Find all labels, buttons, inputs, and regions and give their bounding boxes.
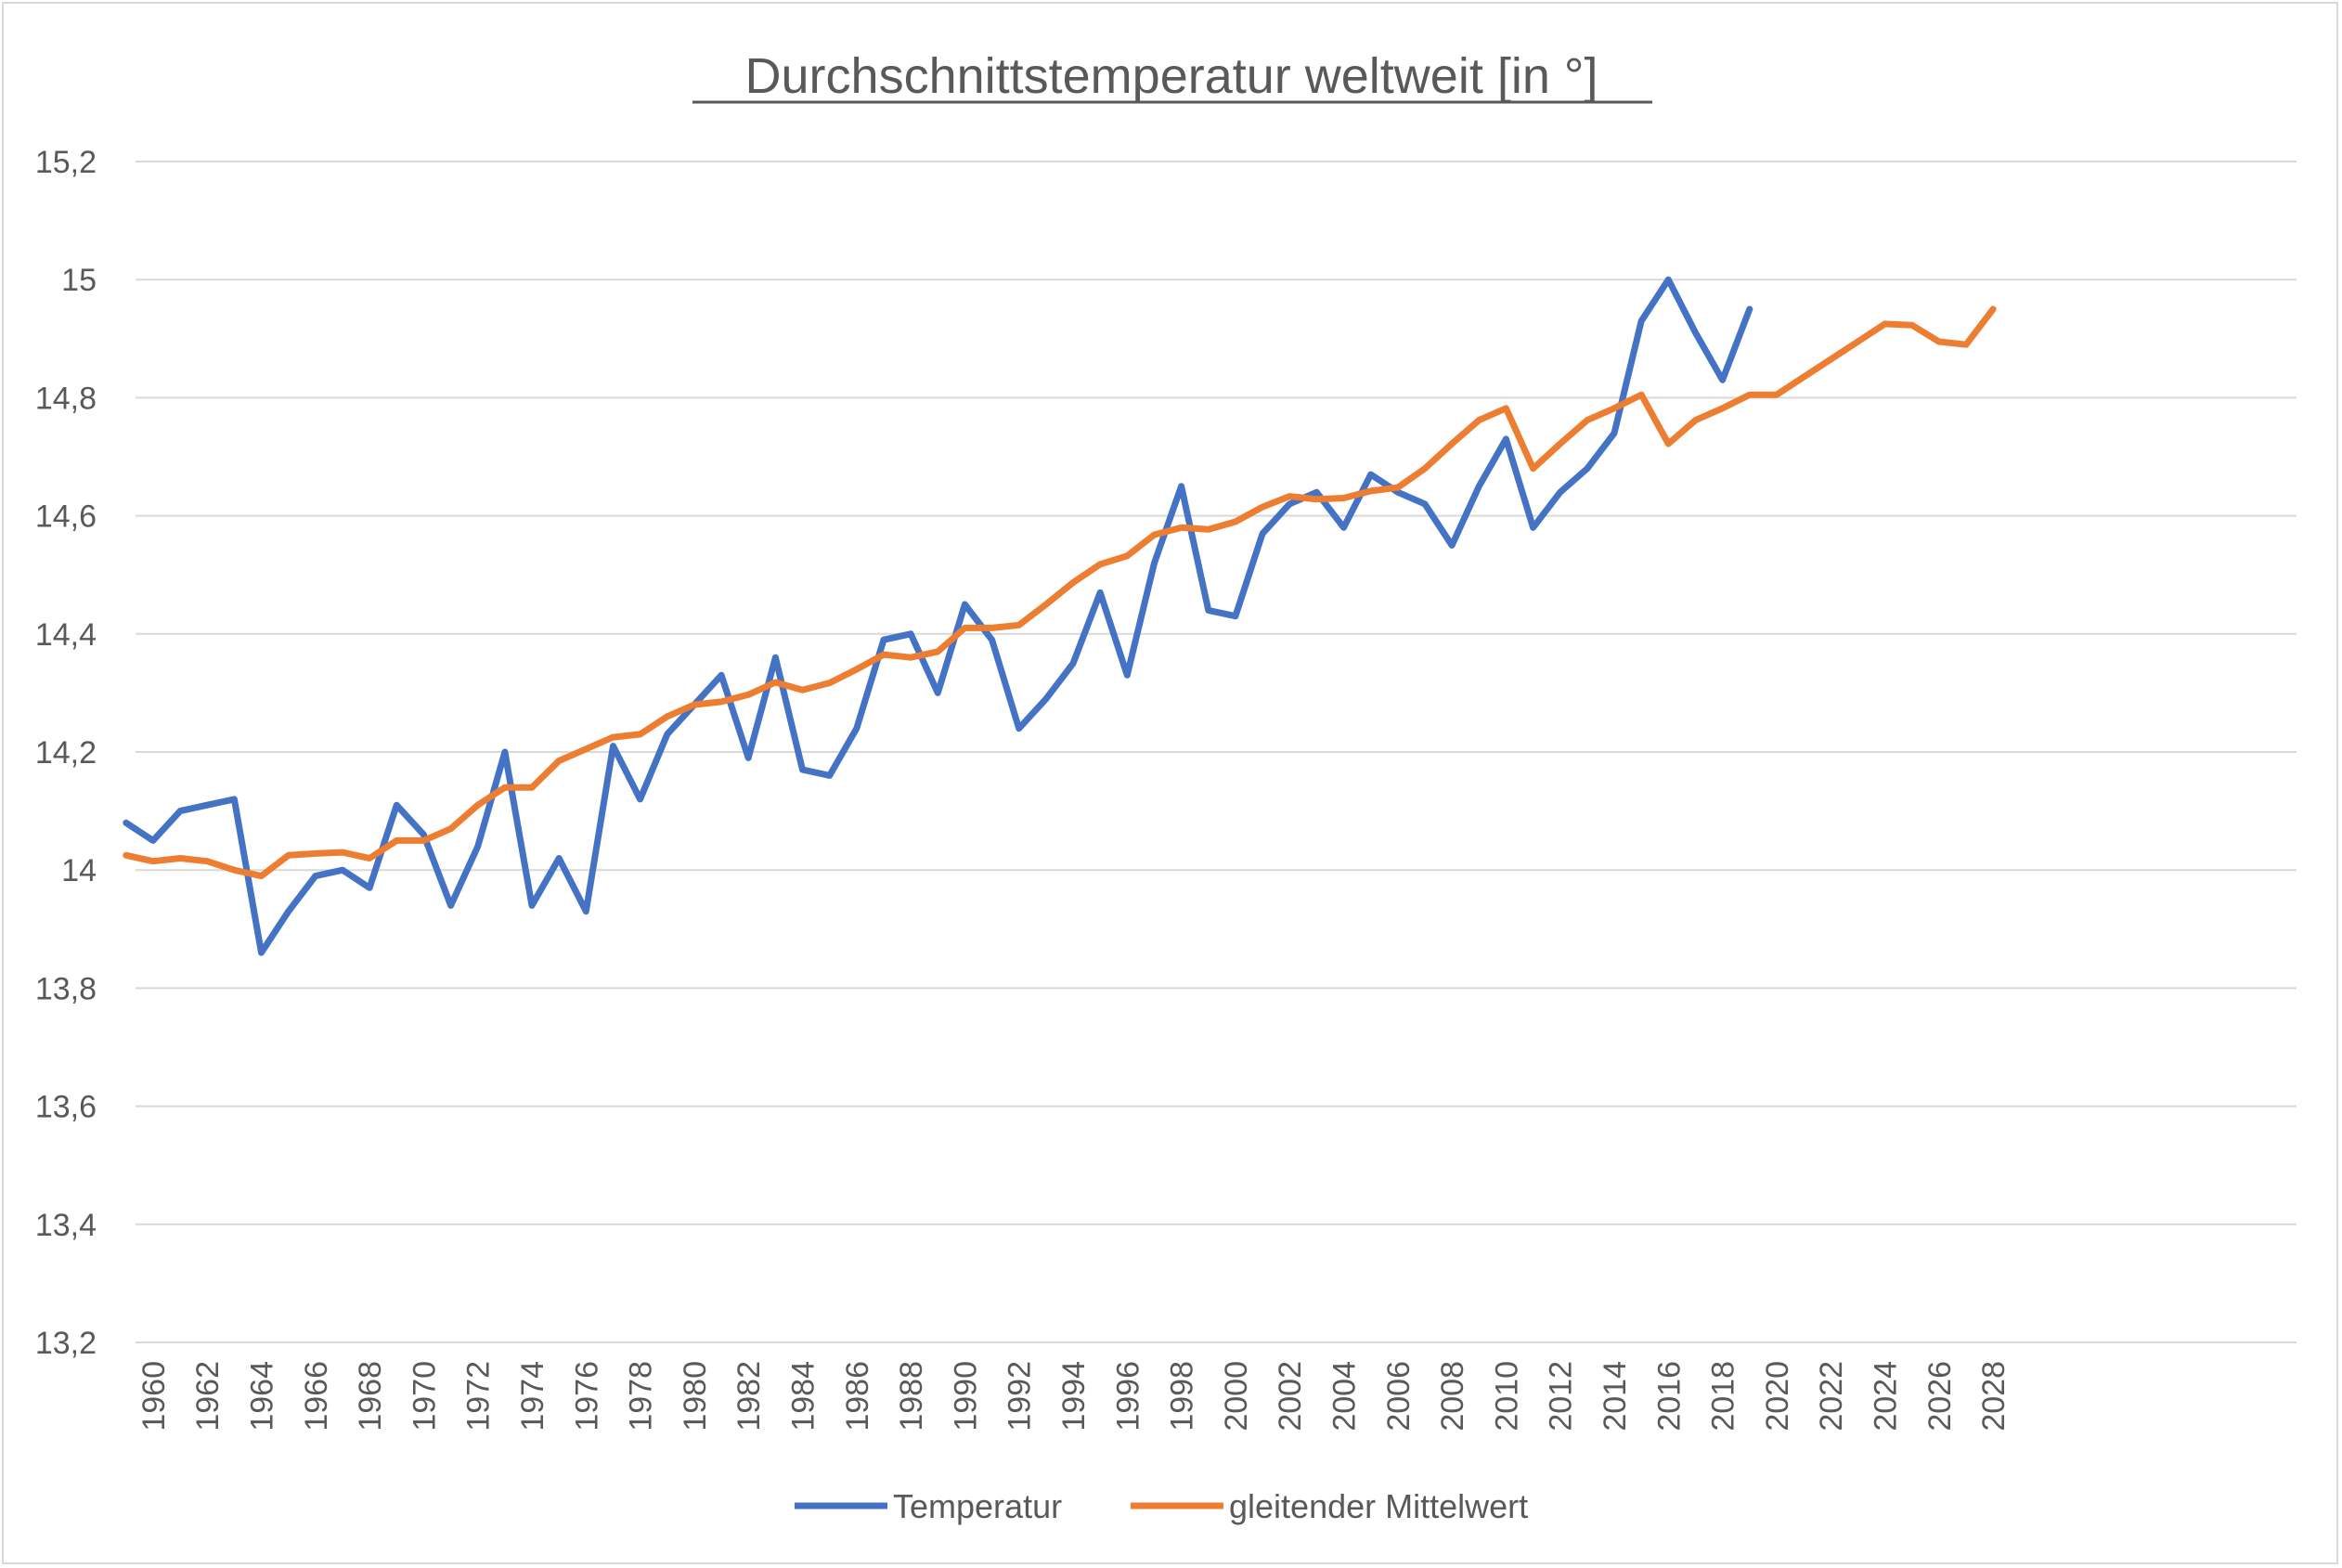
x-tick-label: 1976: [569, 1361, 604, 1432]
x-tick-label: 2014: [1598, 1361, 1633, 1432]
y-tick-label: 14: [61, 853, 97, 888]
legend-label-temperatur: Temperatur: [893, 1487, 1062, 1525]
x-tick-label: 1986: [840, 1361, 875, 1432]
legend-label-gleitender-mittelwert: gleitender Mittelwert: [1229, 1487, 1528, 1525]
chart-title: Durchschnittstemperatur weltweit [in °]: [745, 48, 1598, 104]
y-tick-label: 14,4: [35, 617, 97, 653]
series-lines: [123, 276, 1997, 956]
y-tick-label: 13,2: [35, 1326, 97, 1361]
y-axis-tick-labels: 13,2 13,4 13,6 13,8 14 14,2 14,4 14,6 14,8 15 15,2: [35, 145, 97, 1361]
y-tick-label: 14,2: [35, 735, 97, 771]
x-tick-label: 2024: [1869, 1361, 1904, 1432]
x-tick-label: 1972: [461, 1361, 497, 1432]
x-tick-label: 2016: [1651, 1361, 1687, 1432]
y-tick-label: 13,8: [35, 971, 97, 1006]
x-tick-label: 1988: [894, 1361, 929, 1432]
x-tick-label: 2018: [1706, 1361, 1741, 1432]
x-tick-label: 2006: [1381, 1361, 1417, 1432]
x-tick-label: 1964: [245, 1361, 280, 1432]
x-tick-label: 1968: [353, 1361, 388, 1432]
x-tick-label: 1966: [299, 1361, 334, 1432]
x-axis-tick-labels: 1960 1962 1964 1966 1968 1970 1972 1974 1976 1978…: [136, 1361, 2012, 1432]
gridlines: [136, 161, 2297, 1343]
x-tick-label: 1996: [1110, 1361, 1145, 1432]
legend: Temperatur gleitender Mittelwert: [795, 1487, 1528, 1525]
x-tick-label: 2012: [1544, 1361, 1579, 1432]
x-tick-label: 1980: [678, 1361, 713, 1432]
x-tick-label: 2022: [1814, 1361, 1849, 1432]
x-tick-label: 2020: [1760, 1361, 1795, 1432]
x-tick-label: 2008: [1435, 1361, 1470, 1432]
x-tick-label: 1990: [948, 1361, 983, 1432]
y-tick-label: 13,6: [35, 1090, 97, 1125]
x-tick-label: 1994: [1056, 1361, 1092, 1432]
x-tick-label: 1998: [1165, 1361, 1200, 1432]
x-tick-label: 1984: [786, 1361, 822, 1432]
x-tick-label: 1982: [731, 1361, 767, 1432]
x-tick-label: 1974: [515, 1361, 550, 1432]
x-tick-label: 1970: [407, 1361, 442, 1432]
x-tick-label: 2028: [1976, 1361, 2012, 1432]
y-tick-label: 13,4: [35, 1208, 97, 1243]
x-tick-label: 2000: [1219, 1361, 1254, 1432]
x-tick-label: 2010: [1489, 1361, 1524, 1432]
x-tick-label: 2002: [1273, 1361, 1308, 1432]
x-tick-label: 2004: [1327, 1361, 1363, 1432]
y-tick-label: 14,6: [35, 499, 97, 535]
line-chart: Durchschnittstemperatur weltweit [in °] …: [35, 48, 2297, 1525]
series-line-gleitender-mittelwert: [123, 305, 1997, 880]
x-tick-label: 1962: [190, 1361, 226, 1432]
y-tick-label: 15,2: [35, 145, 97, 180]
x-tick-label: 2026: [1922, 1361, 1958, 1432]
y-tick-label: 14,8: [35, 381, 97, 416]
x-tick-label: 1978: [624, 1361, 659, 1432]
y-tick-label: 15: [61, 263, 97, 298]
x-tick-label: 1960: [136, 1361, 172, 1432]
x-tick-label: 1992: [1003, 1361, 1038, 1432]
series-line-temperatur: [123, 276, 1753, 956]
